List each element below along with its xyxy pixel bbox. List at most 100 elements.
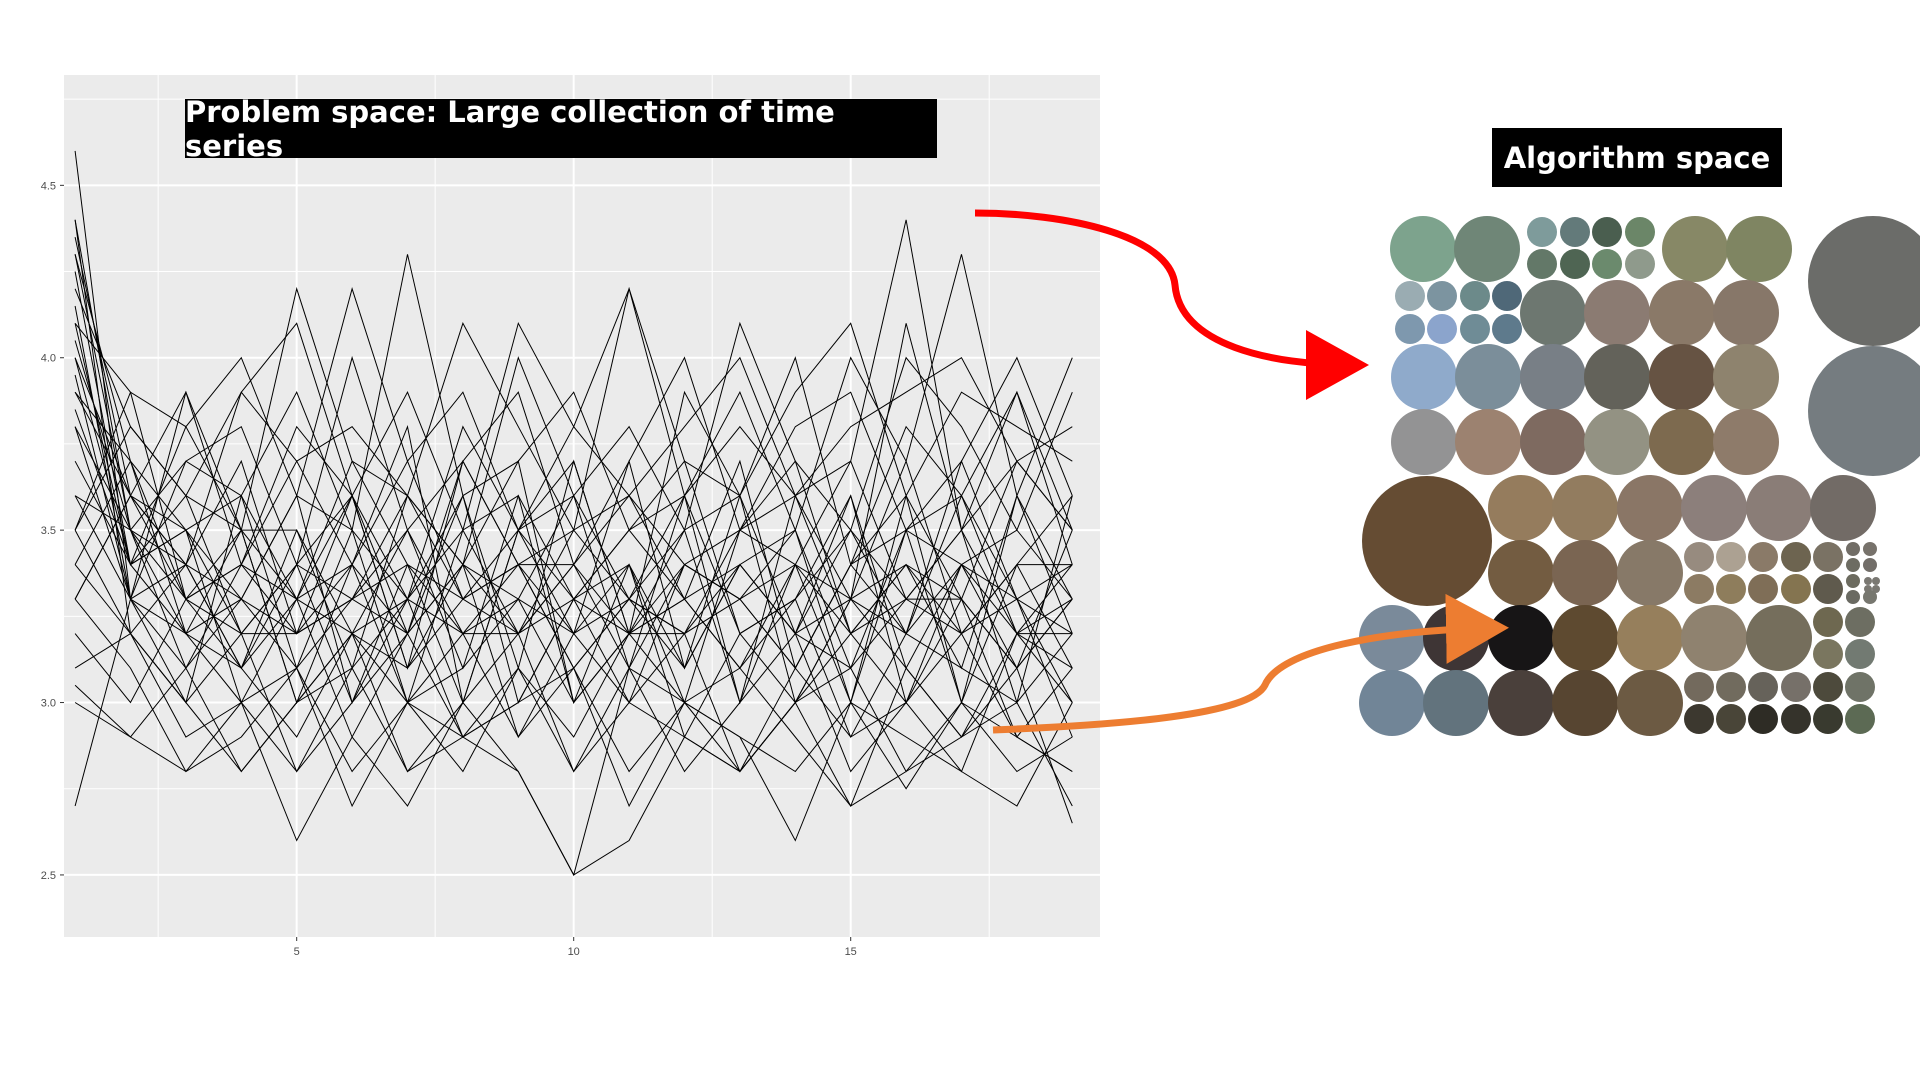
algorithm-circle-76	[1746, 605, 1812, 671]
algorithm-circle-97	[1845, 704, 1875, 734]
algorithm-circle-52	[1781, 542, 1811, 572]
algorithm-circle-22	[1520, 280, 1586, 346]
algorithm-circle-45	[1810, 475, 1876, 541]
algorithm-circle-91	[1845, 672, 1875, 702]
algorithm-circle-18	[1395, 314, 1425, 344]
algorithm-circle-37	[1649, 409, 1715, 475]
algorithm-circle-67	[1872, 585, 1880, 593]
algorithm-circle-86	[1684, 672, 1714, 702]
algorithm-circle-53	[1813, 542, 1843, 572]
algorithm-circle-90	[1813, 672, 1843, 702]
algorithm-circle-20	[1460, 314, 1490, 344]
algorithm-circle-82	[1423, 670, 1489, 736]
algorithm-circle-12	[1726, 216, 1792, 282]
algorithm-circle-59	[1846, 542, 1860, 556]
algorithm-circle-75	[1681, 605, 1747, 671]
time-series-lines	[74, 150, 1073, 877]
algorithm-circle-73	[1552, 605, 1618, 671]
algorithm-circle-33	[1391, 409, 1457, 475]
algorithm-circle-60	[1863, 542, 1877, 556]
algorithm-circle-5	[1592, 217, 1622, 247]
y-tick-label: 4.0	[41, 353, 56, 365]
x-tick-label: 5	[294, 946, 300, 958]
algorithm-circle-36	[1584, 409, 1650, 475]
series-line-21	[74, 286, 1073, 532]
algorithm-circle-57	[1781, 574, 1811, 604]
algorithm-circle-55	[1716, 574, 1746, 604]
algorithm-circle-96	[1813, 704, 1843, 734]
algorithm-space-title: Algorithm space	[1492, 128, 1782, 187]
algorithm-circle-68	[1846, 590, 1860, 604]
algorithm-circle-81	[1359, 670, 1425, 736]
algorithm-circle-24	[1649, 280, 1715, 346]
algorithm-circle-34	[1455, 409, 1521, 475]
series-line-35	[74, 391, 1073, 669]
algorithm-circle-92	[1684, 704, 1714, 734]
algorithm-circle-88	[1748, 672, 1778, 702]
algorithm-circle-84	[1552, 670, 1618, 736]
algorithm-circle-29	[1584, 344, 1650, 410]
algorithm-circles	[1359, 216, 1920, 736]
algorithm-circle-93	[1716, 704, 1746, 734]
algorithm-circle-71	[1423, 605, 1489, 671]
series-line-34	[74, 254, 1073, 670]
series-line-18	[74, 286, 1073, 566]
algorithm-circle-11	[1662, 216, 1728, 282]
algorithm-circle-54	[1684, 574, 1714, 604]
algorithm-circle-63	[1846, 574, 1860, 588]
algorithm-circle-65	[1872, 577, 1880, 585]
algorithm-circle-19	[1427, 314, 1457, 344]
algorithm-circle-26	[1391, 344, 1457, 410]
algorithm-circle-21	[1492, 314, 1522, 344]
orange-arrow	[992, 593, 1509, 734]
algorithm-circle-44	[1746, 475, 1812, 541]
algorithm-circle-23	[1584, 280, 1650, 346]
algorithm-circle-62	[1863, 558, 1877, 572]
algorithm-circle-42	[1617, 475, 1683, 541]
algorithm-circle-32	[1808, 346, 1920, 476]
algorithm-circle-43	[1681, 475, 1747, 541]
algorithm-circle-78	[1845, 607, 1875, 637]
algorithm-circle-94	[1748, 704, 1778, 734]
algorithm-circle-8	[1560, 249, 1590, 279]
algorithm-circle-38	[1713, 409, 1779, 475]
algorithm-circle-13	[1808, 216, 1920, 346]
algorithm-circle-31	[1713, 344, 1779, 410]
algorithm-circle-58	[1813, 574, 1843, 604]
algorithm-circle-27	[1455, 344, 1521, 410]
algorithm-circle-48	[1617, 540, 1683, 606]
algorithm-circle-72	[1488, 605, 1554, 671]
red-arrow	[974, 209, 1369, 400]
algorithm-circle-14	[1395, 281, 1425, 311]
algorithm-circle-47	[1552, 540, 1618, 606]
algorithm-circle-49	[1684, 542, 1714, 572]
algorithm-circle-69	[1863, 590, 1877, 604]
algorithm-circle-7	[1527, 249, 1557, 279]
algorithm-circle-95	[1781, 704, 1811, 734]
algorithm-circle-17	[1492, 281, 1522, 311]
algorithm-circle-79	[1813, 639, 1843, 669]
y-tick-label: 4.5	[41, 180, 56, 192]
algorithm-circle-9	[1592, 249, 1622, 279]
algorithm-circle-39	[1362, 476, 1492, 606]
problem-space-title: Problem space: Large collection of time …	[185, 95, 937, 163]
algorithm-circle-25	[1713, 280, 1779, 346]
y-tick-label: 3.0	[41, 698, 56, 710]
y-tick-label: 3.5	[41, 525, 56, 537]
algorithm-circle-1	[1390, 216, 1456, 282]
algorithm-circle-89	[1781, 672, 1811, 702]
algorithm-circle-30	[1649, 344, 1715, 410]
algorithm-circle-2	[1454, 216, 1520, 282]
series-line-36	[74, 357, 1073, 635]
algorithm-circle-4	[1560, 217, 1590, 247]
x-tick-label: 10	[568, 946, 580, 958]
algorithm-circle-83	[1488, 670, 1554, 736]
algorithm-circle-85	[1617, 670, 1683, 736]
algorithm-circle-74	[1617, 605, 1683, 671]
series-line-20	[74, 219, 1073, 565]
algorithm-circle-35	[1520, 409, 1586, 475]
y-axis-ticks: 2.5 3.0 3.5 4.0 4.5	[41, 180, 64, 882]
algorithm-circle-10	[1625, 249, 1655, 279]
algorithm-circle-3	[1527, 217, 1557, 247]
